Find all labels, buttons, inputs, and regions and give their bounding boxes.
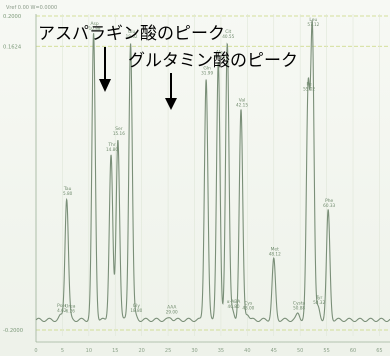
x-tick-label: 15 (112, 348, 118, 354)
peak-name: Cys (244, 300, 253, 306)
peak-name: Cysta (293, 300, 306, 306)
peak-time: 43.00 (242, 305, 254, 310)
y-tick-label: -0.2000 (3, 328, 23, 334)
peak-name: Cit (225, 29, 231, 35)
peak-name: Tau (63, 186, 72, 192)
peak-time: 29.00 (166, 309, 178, 314)
x-tick-label: 65 (376, 348, 382, 354)
header-text: Vref 0.00 W=0.0000 (6, 5, 57, 11)
glu-peak-annotation: グルタミン酸のピーク (128, 51, 298, 71)
peak-time: 57.12 (307, 22, 319, 27)
x-tick-label: 60 (350, 348, 356, 354)
asp-peak-arrow (99, 47, 111, 92)
peak-time: 40.55 (222, 34, 234, 39)
peak-name: Tyr (315, 295, 323, 301)
peak-name: Asp (91, 21, 99, 27)
asp-peak-annotation: アスパラギン酸のピーク (38, 24, 225, 44)
x-tick-label: 20 (138, 348, 144, 354)
peak-time: 31.99 (201, 70, 213, 75)
peak-name: AAA (167, 304, 176, 310)
x-tick-label: 10 (86, 348, 92, 354)
peak-name: Glu (128, 29, 136, 35)
peak-name: Leu (309, 17, 317, 23)
peak-time: 18.62 (126, 34, 138, 39)
peak-name: Ser (115, 126, 122, 132)
peak-time: 15.16 (113, 131, 125, 136)
x-tick-label: 35 (218, 348, 224, 354)
peak-name: Ile (306, 82, 312, 88)
peak-time: 14.80 (106, 147, 118, 152)
peak-time: 4.62 (57, 308, 67, 313)
peak-name: Ala (216, 49, 223, 55)
chromatogram-trace (35, 20, 390, 323)
peak-time: 10.88 (89, 26, 101, 31)
peak-time: 34.78 (213, 54, 225, 59)
x-tick-label: 40 (244, 348, 250, 354)
x-tick-label: 30 (191, 348, 197, 354)
peak-name: α-ABA (227, 299, 241, 305)
peak-time: 60.33 (323, 203, 335, 208)
peak-time: 50.88 (293, 305, 305, 310)
glu-peak-arrow (165, 73, 177, 110)
x-tick-label: 5 (61, 348, 64, 354)
peak-time: 58.32 (313, 300, 325, 305)
peak-time: 5.80 (63, 191, 73, 196)
peak-name: Thr (107, 142, 115, 148)
peak-name: Phe (325, 198, 333, 204)
x-tick-label: 55 (323, 348, 329, 354)
x-tick-label: 0 (34, 348, 37, 354)
x-tick-label: 50 (297, 348, 303, 354)
x-tick-label: 45 (271, 348, 277, 354)
peak-time: 55.02 (303, 87, 315, 92)
tick-labels: 0.2000 0.1624 -0.2000 0 5 10 15 20 25 30 35 40 45 50 5… (3, 14, 383, 354)
x-tick-label: 25 (165, 348, 171, 354)
peak-name: Urea (65, 304, 76, 310)
peak-name: Met (271, 247, 279, 253)
peak-time: 48.12 (269, 252, 281, 257)
peak-name: Gly (133, 303, 141, 309)
peak-name: Val (239, 98, 246, 104)
peak-name: Pser (57, 303, 67, 309)
y-tick-label: 0.2000 (3, 14, 21, 20)
peak-name: Gln (203, 65, 211, 71)
peak-time: 42.15 (236, 103, 248, 108)
peak-time: 40.80 (228, 304, 240, 309)
peak-time: 6.26 (66, 309, 76, 314)
grid (35, 14, 390, 343)
y-tick-label: 0.1624 (3, 44, 22, 50)
peak-time: 18.80 (130, 308, 142, 313)
